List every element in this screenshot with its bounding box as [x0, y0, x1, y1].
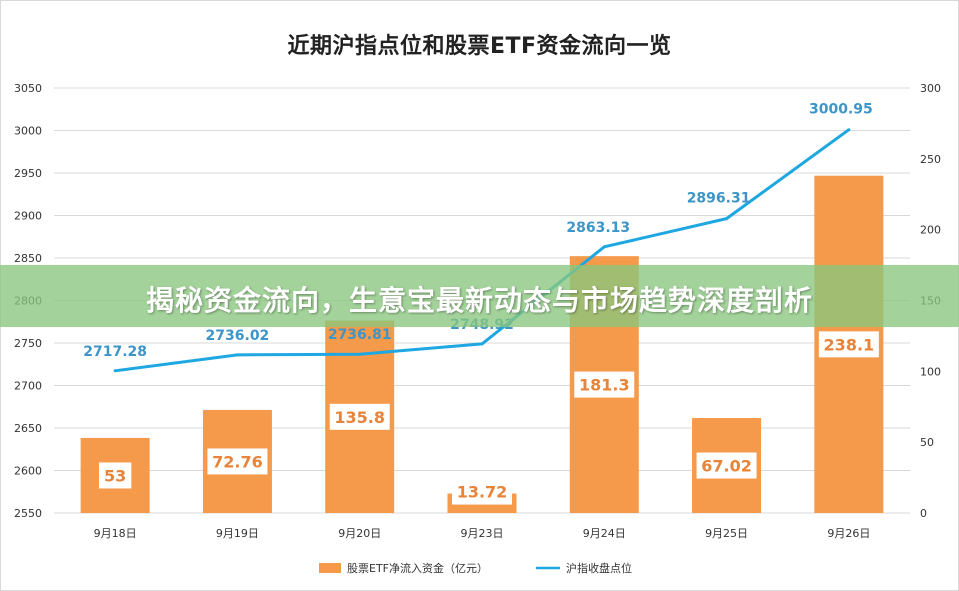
bar-label-box: [207, 448, 268, 475]
legend-bar-swatch: [319, 563, 341, 573]
line-data-label: 2863.13: [566, 220, 630, 236]
line-point: [113, 369, 117, 373]
y-right-tick-label: 100: [920, 365, 941, 378]
overlay-banner-text: 揭秘资金流向，生意宝最新动态与市场趋势深度剖析: [145, 284, 813, 317]
line-data-label: 2896.31: [687, 191, 751, 207]
bar-data-label: 135.8: [334, 408, 385, 427]
line-point: [235, 353, 239, 357]
y-left-tick-label: 2700: [14, 380, 42, 393]
bar-data-label: 72.76: [212, 452, 263, 471]
y-left-tick-label: 2900: [14, 210, 42, 223]
x-tick-label: 9月24日: [583, 527, 626, 540]
line-point: [358, 352, 362, 356]
y-left-tick-label: 2750: [14, 337, 42, 350]
y-right-tick-label: 0: [920, 507, 927, 520]
line-data-label: 2736.81: [328, 327, 392, 343]
bar-data-label: 13.72: [457, 483, 508, 502]
line-point: [480, 342, 484, 346]
y-left-tick-label: 3000: [14, 125, 42, 138]
y-left-tick-label: 2950: [14, 167, 42, 180]
legend-line-label: 沪指收盘点位: [566, 561, 632, 575]
legend-bar-label: 股票ETF净流入资金（亿元）: [347, 561, 488, 575]
overlay-banner: [0, 265, 959, 327]
y-left-tick-label: 2650: [14, 422, 42, 435]
line-point: [602, 245, 606, 249]
bar-label-box: [818, 331, 879, 358]
y-left-tick-label: 2600: [14, 465, 42, 478]
bar-label-box: [98, 462, 132, 489]
bar-data-label: 67.02: [701, 457, 752, 476]
y-right-tick-label: 300: [920, 82, 941, 95]
line-data-label: 2717.28: [83, 344, 147, 360]
line-point: [725, 217, 729, 221]
chart-title: 近期沪指点位和股票ETF资金流向一览: [287, 34, 672, 59]
x-tick-label: 9月20日: [338, 527, 381, 540]
y-right-tick-label: 250: [920, 153, 941, 166]
y-right-tick-label: 200: [920, 224, 941, 237]
bar-label-box: [329, 403, 390, 430]
bar-label-box: [574, 371, 635, 398]
x-tick-label: 9月18日: [94, 527, 137, 540]
bar-label-box: [696, 452, 757, 479]
y-right-tick-label: 50: [920, 436, 934, 449]
x-tick-label: 9月23日: [461, 527, 504, 540]
line-data-label: 2736.02: [206, 328, 270, 344]
y-left-tick-label: 2550: [14, 507, 42, 520]
y-left-tick-label: 2850: [14, 252, 42, 265]
bar-label-box: [452, 478, 512, 505]
line-data-label: 3000.95: [809, 102, 873, 118]
x-tick-label: 9月19日: [216, 527, 259, 540]
bar-data-label: 238.1: [824, 335, 875, 354]
y-left-tick-label: 3050: [14, 82, 42, 95]
bar-data-label: 53: [104, 466, 126, 485]
x-tick-label: 9月25日: [705, 527, 748, 540]
line-point: [847, 128, 851, 132]
x-tick-label: 9月26日: [827, 527, 870, 540]
bar-data-label: 181.3: [579, 376, 630, 395]
